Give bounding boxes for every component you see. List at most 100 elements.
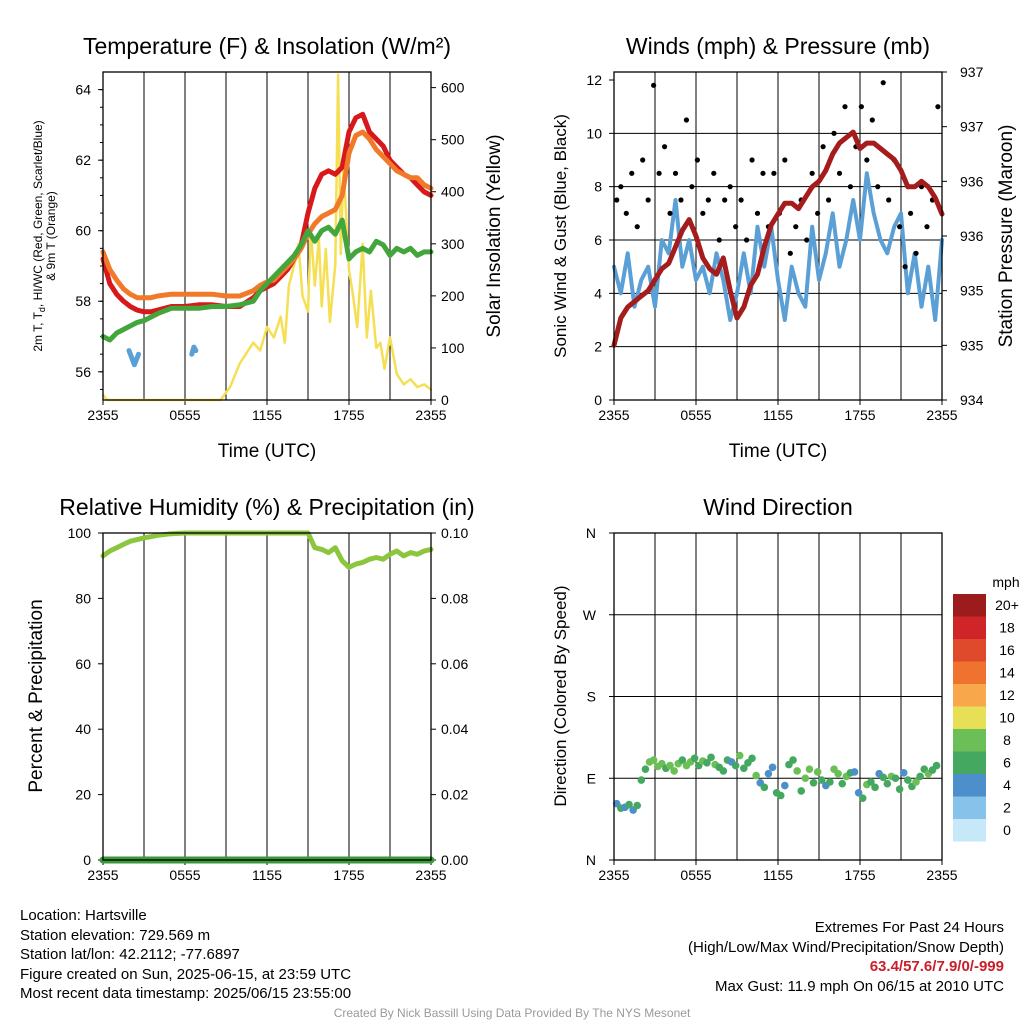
x-tick-label: 1755 [333, 867, 364, 883]
gust-point [651, 82, 657, 88]
y2-tick-label: 935 [960, 337, 984, 353]
speed-colorbar: mph 20+ 18 16 14 12 10 8 6 4 2 0 [953, 574, 1020, 842]
colorbar-label: 14 [999, 665, 1015, 681]
direction-point [789, 756, 797, 764]
series-line-pressure [611, 129, 945, 348]
y-tick-label: 100 [68, 525, 92, 541]
direction-point [899, 769, 908, 777]
y-tick-label: 8 [594, 179, 602, 195]
colorbar-swatch [953, 774, 986, 797]
x-axis-label: Time (UTC) [218, 441, 317, 462]
max-gust: Max Gust: 11.9 mph On 06/15 at 2010 UTC [714, 977, 1004, 995]
gust-point [700, 210, 706, 216]
direction-point [850, 768, 859, 776]
x-tick-label: 2355 [415, 407, 446, 423]
direction-point [879, 773, 888, 782]
direction-point [805, 765, 814, 773]
extremes-subtitle: (High/Low/Max Wind/Precipitation/Snow De… [688, 938, 1004, 956]
chart-title: Wind Direction [703, 494, 853, 520]
plot-frame [102, 71, 432, 401]
y-tick-label: 20 [75, 787, 91, 803]
x-tick-label: 0555 [680, 407, 711, 423]
y-tick-label: 56 [75, 364, 91, 380]
x-tick-label: 1155 [763, 867, 793, 883]
y2-tick-label: 936 [960, 173, 984, 189]
y-tick-label: 40 [75, 721, 91, 737]
direction-point [858, 794, 867, 803]
y-tick-label: 2 [594, 339, 602, 355]
colorbar-swatch [953, 616, 986, 639]
x-tick-label: 2355 [415, 867, 446, 883]
gust-point [689, 184, 695, 190]
direction-point [690, 754, 699, 763]
direction-point [666, 761, 674, 770]
x-tick-label: 1155 [252, 407, 282, 423]
colorbar-swatch [953, 594, 986, 617]
chart-title: Temperature (F) & Insolation (W/m²) [83, 33, 451, 59]
series-line-wind [612, 171, 944, 322]
direction-point [895, 785, 904, 793]
gust-point [760, 170, 766, 176]
colorbar-swatch [953, 729, 986, 752]
direction-point [764, 769, 773, 778]
gust-point [727, 184, 733, 190]
extremes-title: Extremes For Past 24 Hours [814, 919, 1004, 936]
chart-panel-1: 2355 0555 1155 1755 2355 Temperature (F) & In… [31, 33, 505, 462]
y-tick-label: W [583, 607, 597, 623]
x-tick-label: 1755 [844, 867, 875, 883]
y-tick-label: 12 [586, 72, 602, 88]
gust-point [711, 170, 717, 176]
colorbar-swatch [953, 796, 986, 819]
gust-point [667, 210, 673, 216]
gust-point [902, 264, 908, 270]
direction-point [748, 754, 756, 763]
direction-point [760, 783, 769, 792]
direction-point [707, 753, 715, 762]
colorbar-swatch [953, 706, 986, 729]
y-axis-label: Sonic Wind & Gust (Blue, Black) [551, 114, 570, 358]
y2-tick-label: 100 [441, 340, 465, 356]
colorbar-swatch [953, 639, 986, 662]
direction-point [867, 778, 875, 786]
chart-title: Relative Humidity (%) & Precipitation (i… [59, 494, 474, 520]
direction-point [752, 771, 760, 780]
gust-point [886, 197, 892, 203]
direction-point [891, 774, 900, 783]
gust-point [836, 170, 843, 176]
gust-point [880, 80, 886, 86]
gust-point [705, 197, 711, 203]
y2-tick-label: 935 [960, 283, 984, 299]
colorbar-label: 16 [999, 642, 1015, 658]
y2-tick-label: 937 [960, 64, 984, 80]
gust-point [793, 224, 799, 230]
x-tick-label: 2355 [598, 407, 629, 423]
gust-point [656, 170, 662, 176]
x-tick-label: 1155 [763, 407, 793, 423]
figure-created: Figure created on Sun, 2025-06-15, at 23… [20, 965, 352, 983]
gust-point [782, 157, 788, 163]
station-location: Location: Hartsville [20, 907, 147, 924]
gust-point [716, 237, 722, 243]
direction-point [781, 781, 789, 790]
y-tick-label: 10 [586, 125, 602, 141]
direction-point [793, 767, 801, 775]
gust-point [913, 250, 919, 256]
direction-point [649, 756, 658, 764]
direction-point [904, 776, 912, 784]
gust-point [754, 210, 761, 216]
y2-tick-label: 400 [441, 184, 465, 200]
gust-point [787, 250, 793, 256]
direction-point [871, 783, 879, 792]
gust-point [645, 197, 651, 203]
gust-point [858, 104, 864, 110]
colorbar-title: mph [992, 574, 1019, 590]
gust-point [618, 184, 624, 190]
direction-point [809, 778, 818, 787]
direction-point [826, 778, 834, 786]
x-tick-label: 2355 [926, 867, 957, 883]
direction-point [801, 774, 810, 783]
gust-point [924, 224, 930, 230]
colorbar-label: 18 [999, 620, 1015, 636]
colorbar-swatch [953, 661, 986, 684]
x-tick-label: 2355 [926, 407, 957, 423]
